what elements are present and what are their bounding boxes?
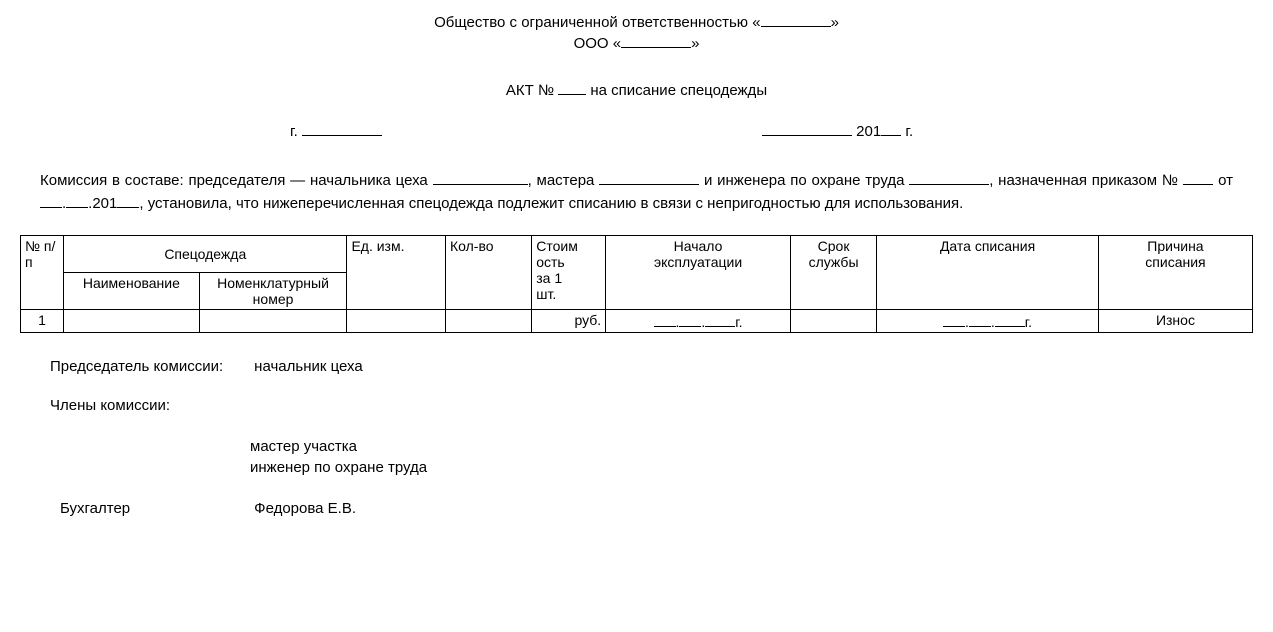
year-suffix: г.	[905, 123, 913, 140]
date-y-blank	[995, 312, 1025, 327]
th-nomen-text: Номенклатурный номер	[217, 275, 329, 307]
td-reason: Износ	[1098, 310, 1252, 333]
th-unit: Ед. изм.	[347, 236, 446, 310]
order-year-blank	[117, 193, 139, 208]
td-num-text: 1	[38, 312, 46, 328]
th-date-text: Дата списания	[940, 238, 1035, 254]
th-reason-text: Причина списания	[1145, 238, 1205, 270]
th-qty: Кол-во	[446, 236, 532, 310]
th-cost: Стоим ость за 1 шт.	[532, 236, 606, 310]
td-cost: руб.	[532, 310, 606, 333]
table-row: 1 руб. ..г. ..г. Износ	[21, 310, 1253, 333]
body-p6: .201	[88, 195, 117, 212]
members-label-row: Члены комиссии:	[50, 397, 1253, 414]
start-year-suffix: г.	[735, 314, 742, 330]
table-header-row-1: № п/п Спецодежда Ед. изм. Кол-во Стоим о…	[21, 236, 1253, 273]
body-p4: , назначенная приказом №	[989, 172, 1183, 189]
th-date: Дата списания	[877, 236, 1099, 310]
org-full-line: Общество с ограниченной ответственностью…	[20, 12, 1253, 31]
akt-prefix: АКТ №	[506, 82, 554, 99]
member2: инженер по охране труда	[250, 457, 1253, 478]
order-day-blank	[40, 193, 62, 208]
date-m-blank	[969, 312, 991, 327]
year-blank	[881, 121, 901, 136]
org-full-prefix: Общество с ограниченной ответственностью…	[434, 14, 761, 31]
org-short-blank	[621, 33, 691, 48]
master-blank	[599, 170, 699, 185]
engineer-blank	[909, 170, 989, 185]
akt-number-blank	[558, 80, 586, 95]
org-full-suffix: »	[831, 14, 839, 31]
date-cell: 201 г.	[762, 121, 913, 140]
accountant-label: Бухгалтер	[60, 500, 250, 517]
td-nomen	[199, 310, 347, 333]
th-term: Срок службы	[790, 236, 876, 310]
chief-blank	[433, 170, 528, 185]
td-qty	[446, 310, 532, 333]
members-label: Члены комиссии:	[50, 397, 170, 414]
td-reason-text: Износ	[1156, 312, 1195, 328]
td-num: 1	[21, 310, 64, 333]
th-qty-text: Кол-во	[450, 238, 494, 254]
td-name	[64, 310, 200, 333]
order-num-blank	[1183, 170, 1213, 185]
org-short-suffix: »	[691, 35, 699, 52]
body-p1: Комиссия в составе: председателя — начал…	[40, 172, 433, 189]
city-cell: г.	[290, 121, 382, 140]
org-short-prefix: ООО «	[574, 35, 622, 52]
th-start-text: Начало эксплуатации	[654, 238, 742, 270]
city-date-row: г. 201 г.	[20, 121, 1253, 140]
accountant-name: Федорова Е.В.	[254, 500, 356, 517]
org-full-blank	[761, 12, 831, 27]
start-d-blank	[654, 312, 676, 327]
city-prefix: г.	[290, 123, 298, 140]
akt-suffix: на списание спецодежды	[590, 82, 767, 99]
th-num-text: № п/п	[25, 238, 55, 270]
body-p5: от	[1213, 172, 1233, 189]
order-month-blank	[66, 193, 88, 208]
document-page: Общество с ограниченной ответственностью…	[0, 0, 1273, 559]
body-p2: , мастера	[528, 172, 600, 189]
th-nomen: Номенклатурный номер	[199, 273, 347, 310]
td-date: ..г.	[877, 310, 1099, 333]
th-start: Начало эксплуатации	[606, 236, 791, 310]
city-blank	[302, 121, 382, 136]
body-p7: , установила, что нижеперечисленная спец…	[139, 195, 963, 212]
th-num: № п/п	[21, 236, 64, 310]
year-prefix: 201	[856, 123, 881, 140]
td-unit	[347, 310, 446, 333]
body-paragraph: Комиссия в составе: председателя — начал…	[40, 170, 1233, 215]
accountant-row: Бухгалтер Федорова Е.В.	[50, 500, 1253, 517]
chairman-row: Председатель комиссии: начальник цеха	[50, 358, 1253, 375]
date-blank	[762, 121, 852, 136]
td-start: ..г.	[606, 310, 791, 333]
akt-title-line: АКТ № на списание спецодежды	[20, 80, 1253, 99]
th-reason: Причина списания	[1098, 236, 1252, 310]
th-name-text: Наименование	[83, 275, 180, 291]
chairman-label: Председатель комиссии:	[50, 358, 250, 375]
td-cost-text: руб.	[574, 312, 601, 328]
th-spec: Спецодежда	[64, 236, 347, 273]
writeoff-table: № п/п Спецодежда Ед. изм. Кол-во Стоим о…	[20, 235, 1253, 333]
th-unit-text: Ед. изм.	[351, 238, 404, 254]
org-short-line: ООО « »	[20, 33, 1253, 52]
chairman-role: начальник цеха	[254, 358, 363, 375]
start-y-blank	[705, 312, 735, 327]
th-term-text: Срок службы	[809, 238, 859, 270]
td-term	[790, 310, 876, 333]
date-d-blank	[943, 312, 965, 327]
start-m-blank	[679, 312, 701, 327]
th-cost-text: Стоим ость за 1 шт.	[536, 238, 578, 302]
th-name: Наименование	[64, 273, 200, 310]
members-list: мастер участка инженер по охране труда	[250, 436, 1253, 478]
signatures-block: Председатель комиссии: начальник цеха Чл…	[50, 358, 1253, 517]
body-p3: и инженера по охране труда	[699, 172, 909, 189]
member1: мастер участка	[250, 436, 1253, 457]
th-spec-text: Спецодежда	[164, 246, 246, 262]
date-year-suffix: г.	[1025, 314, 1032, 330]
